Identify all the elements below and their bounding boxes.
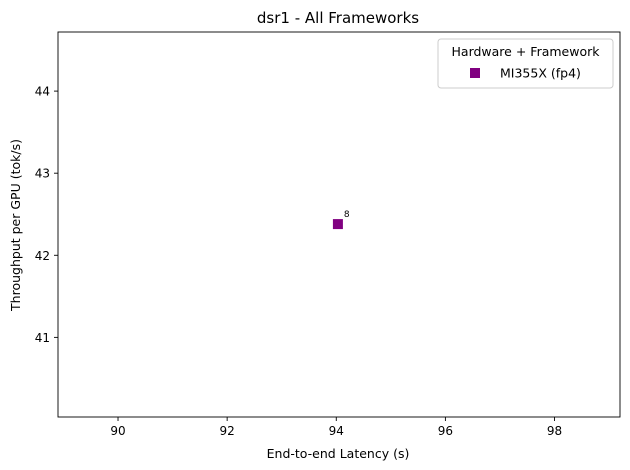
data-point <box>332 219 343 230</box>
x-tick-label: 96 <box>438 424 453 438</box>
y-axis-label: Throughput per GPU (tok/s) <box>8 139 23 312</box>
y-tick-label: 43 <box>35 167 50 181</box>
y-tick-label: 42 <box>35 249 50 263</box>
x-tick-label: 92 <box>220 424 235 438</box>
x-tick-label: 90 <box>110 424 125 438</box>
legend: Hardware + Framework MI355X (fp4) <box>437 38 614 89</box>
x-axis-label: End-to-end Latency (s) <box>267 446 410 461</box>
legend-title: Hardware + Framework <box>452 44 601 59</box>
data-point-label: 8 <box>344 210 350 220</box>
y-tick-label: 41 <box>35 331 50 345</box>
x-tick-label: 94 <box>329 424 344 438</box>
axes-frame <box>57 31 621 418</box>
chart-title: dsr1 - All Frameworks <box>257 9 419 27</box>
legend-marker <box>470 68 480 78</box>
legend-box <box>437 38 614 89</box>
legend-entry-label: MI355X (fp4) <box>500 66 581 81</box>
x-tick-label: 98 <box>547 424 562 438</box>
plot-area: 90 92 94 96 98 41 42 43 44 8 <box>35 31 621 438</box>
y-tick-label: 44 <box>35 85 50 99</box>
